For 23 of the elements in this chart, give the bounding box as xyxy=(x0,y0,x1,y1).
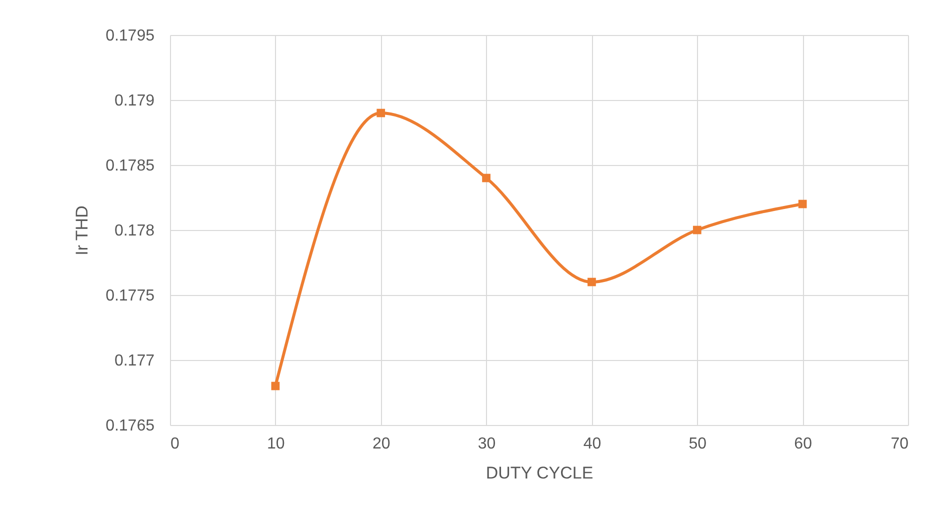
y-tick-label: 0.1785 xyxy=(106,158,155,174)
point xyxy=(482,174,490,182)
point xyxy=(798,200,807,208)
y-tick-label: 0.1775 xyxy=(106,288,155,304)
point xyxy=(692,226,702,234)
x-tick-label: 30 xyxy=(478,436,496,452)
x-axis-title: DUTY CYCLE xyxy=(486,464,594,482)
x-tick-label: 40 xyxy=(583,436,602,452)
x-tick-label: 60 xyxy=(794,436,812,452)
x-tick-label: 50 xyxy=(688,436,707,452)
x-tick-label: 0 xyxy=(170,436,180,452)
y-axis-title: Ir THD xyxy=(72,206,92,256)
x-tick-label: 20 xyxy=(372,436,390,452)
x-tick-label: 70 xyxy=(890,436,909,452)
point xyxy=(271,382,280,390)
x-tick-label: 10 xyxy=(267,436,285,452)
point xyxy=(588,278,596,286)
y-tick-label: 0.178 xyxy=(114,222,155,240)
y-tick-label: 0.179 xyxy=(114,92,155,110)
point xyxy=(376,108,386,118)
y-tick-label: 0.1765 xyxy=(106,418,155,434)
y-tick-label: 0.177 xyxy=(114,352,155,370)
y-tick-label: 0.1795 xyxy=(106,28,155,44)
